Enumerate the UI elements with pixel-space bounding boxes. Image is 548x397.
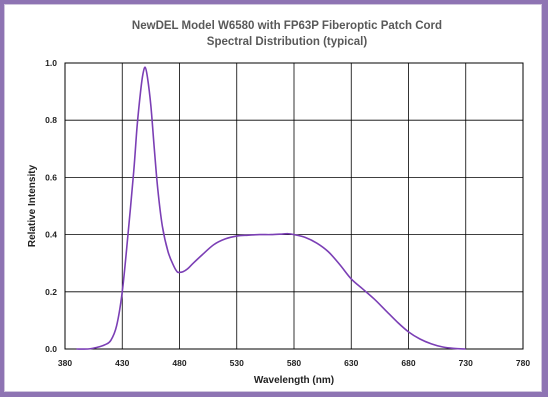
chart-title: NewDEL Model W6580 with FP63P Fiberoptic… [132,20,442,32]
series-line [76,66,466,350]
x-tick-label: 680 [401,358,415,368]
x-axis-label: Wavelength (nm) [254,375,334,386]
y-tick-label: 0.0 [45,344,57,354]
x-tick-label: 580 [287,358,301,368]
x-tick-label: 730 [459,358,473,368]
chart-subtitle: Spectral Distribution (typical) [207,36,368,48]
y-tick-label: 0.4 [45,230,57,240]
chart-frame: NewDEL Model W6580 with FP63P Fiberoptic… [4,4,542,392]
x-tick-label: 530 [230,358,244,368]
y-tick-label: 0.6 [45,172,57,182]
tick-labels: 380 430 480 530 580 630 680 730 780 0.0 0.2 0.4 0.6 0… [45,58,530,368]
y-tick-label: 0.2 [45,287,57,297]
x-tick-label: 430 [115,358,129,368]
x-tick-label: 380 [58,358,72,368]
x-tick-label: 480 [172,358,186,368]
plot-area [64,62,524,350]
y-axis-label: Relative Intensity [27,164,38,247]
x-tick-label: 780 [516,358,530,368]
y-tick-label: 1.0 [45,58,57,68]
spectral-chart: NewDEL Model W6580 with FP63P Fiberoptic… [27,20,530,386]
y-tick-label: 0.8 [45,115,57,125]
grid-lines [64,62,524,350]
x-tick-label: 630 [344,358,358,368]
